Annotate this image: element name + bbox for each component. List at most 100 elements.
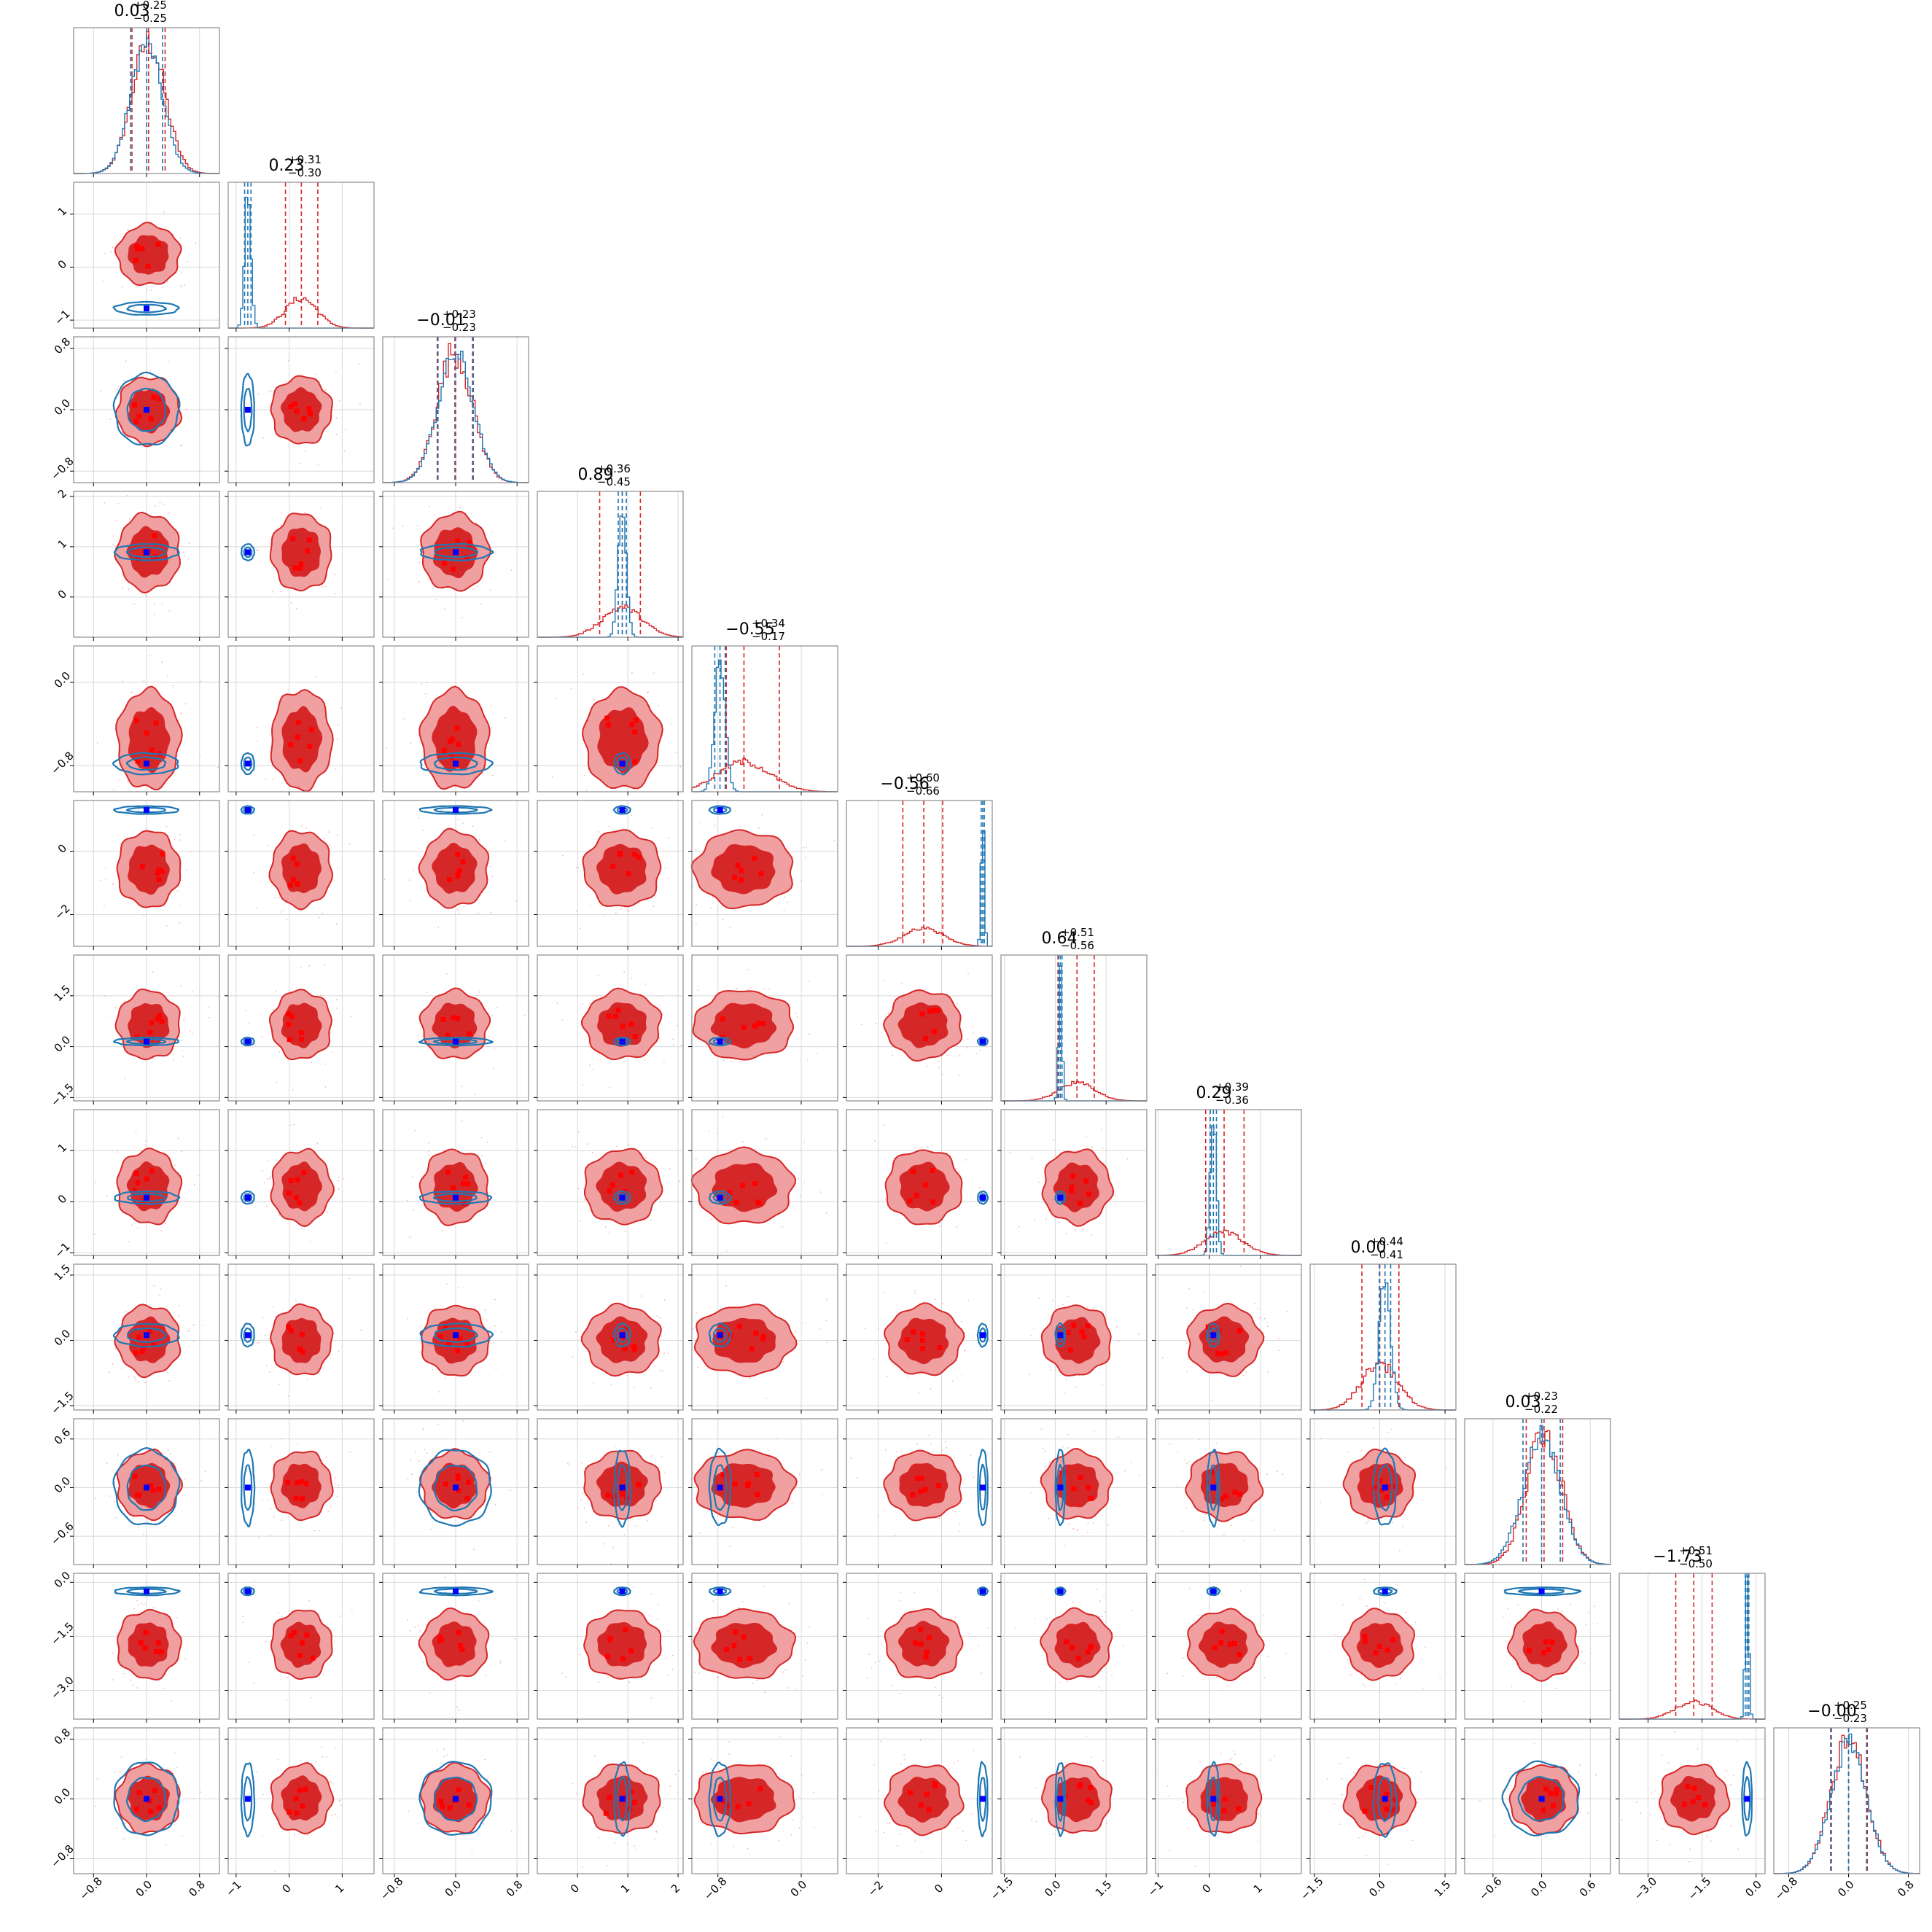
sample-point: [434, 514, 436, 515]
sample-point: [1320, 1438, 1322, 1439]
blue-contour-outer: [977, 1190, 989, 1205]
sample-point: [616, 1145, 618, 1148]
sample-point: [194, 242, 196, 244]
sample-point: [200, 1791, 202, 1793]
sample-point: [941, 1449, 943, 1452]
sample-point: [181, 286, 183, 287]
red-point: [455, 1348, 461, 1354]
sample-point: [109, 1371, 111, 1374]
red-point: [295, 734, 300, 740]
sample-point: [179, 839, 182, 841]
sample-point: [167, 1371, 168, 1374]
sample-point: [874, 1662, 876, 1664]
sample-point: [765, 1398, 767, 1399]
sample-point: [795, 1013, 797, 1014]
sample-point: [192, 991, 193, 993]
blue-contour-outer: [112, 752, 179, 776]
sample-point: [300, 967, 302, 969]
sample-point: [1223, 1534, 1225, 1535]
red-point: [160, 869, 165, 875]
sample-point: [1266, 1371, 1269, 1373]
sample-point: [661, 1455, 663, 1457]
sample-point: [168, 610, 171, 612]
sample-point: [796, 1016, 798, 1018]
sample-point: [161, 604, 163, 605]
sample-point: [510, 1489, 511, 1492]
sample-point: [410, 1473, 413, 1476]
sample-point: [440, 809, 442, 811]
sample-point: [308, 1600, 310, 1602]
sample-point: [876, 1022, 878, 1024]
sample-point: [407, 1199, 409, 1201]
sample-point: [263, 1201, 265, 1203]
sample-point: [1209, 1606, 1210, 1608]
panel-frame: [227, 1109, 375, 1256]
sample-point: [1077, 1529, 1078, 1531]
sample-point: [775, 1438, 777, 1440]
sample-point: [1404, 1457, 1406, 1459]
blue-contour-outer: [708, 805, 731, 815]
red-point: [136, 1790, 142, 1795]
red-point: [297, 1653, 303, 1659]
sample-point: [583, 1506, 585, 1508]
sample-point: [348, 843, 351, 845]
sample-point: [166, 925, 168, 927]
sample-point: [122, 1837, 125, 1839]
sample-point: [783, 910, 785, 911]
red-point: [451, 566, 456, 572]
sample-point: [490, 531, 492, 532]
sample-point: [115, 519, 117, 521]
sample-point: [663, 1299, 666, 1301]
sample-point: [338, 1177, 340, 1178]
truth-point: [980, 1484, 986, 1491]
param-title-lower-6: −0.56: [1061, 939, 1094, 952]
truth-point: [144, 807, 149, 813]
sample-point: [798, 1178, 799, 1180]
truth-point: [453, 1038, 459, 1045]
sample-point: [165, 1844, 167, 1846]
red-point: [299, 1331, 305, 1337]
sample-point: [109, 1495, 111, 1497]
red-point: [286, 1022, 292, 1028]
panel-6-2: [379, 954, 529, 1105]
sample-point: [299, 462, 301, 464]
red-point: [287, 882, 293, 888]
sample-point: [457, 819, 459, 820]
sample-point: [337, 867, 339, 868]
blue-contour-outer: [1054, 1191, 1067, 1205]
truth-point: [453, 1484, 459, 1491]
sample-point: [407, 1619, 408, 1621]
sample-point: [165, 1223, 167, 1224]
truth-point: [619, 1038, 626, 1045]
truth-point: [453, 760, 459, 767]
blue-contour-outer: [112, 371, 181, 446]
blue-contour-outer: [113, 805, 179, 815]
param-title-upper-2: +0.23: [443, 308, 476, 321]
sample-point: [1188, 1288, 1190, 1290]
red-point: [460, 859, 466, 865]
sample-point: [488, 850, 490, 852]
sample-point: [339, 1799, 341, 1801]
sample-point: [287, 1677, 289, 1678]
sample-point: [270, 1508, 272, 1510]
sample-point: [165, 226, 168, 228]
sample-point: [1570, 1604, 1572, 1605]
truth-point: [453, 1194, 459, 1201]
sample-point: [244, 1010, 246, 1011]
truth-point: [144, 1038, 149, 1045]
sample-point: [256, 549, 258, 551]
sample-point: [1091, 1234, 1092, 1236]
panel-frame: [537, 491, 684, 638]
sample-point: [179, 834, 182, 835]
sample-point: [1347, 1451, 1349, 1453]
red-point: [605, 1492, 611, 1498]
red-point: [620, 1024, 626, 1029]
sample-point: [1126, 1158, 1129, 1160]
sample-point: [145, 1140, 147, 1142]
sample-point: [1015, 1627, 1017, 1629]
red-histogram: [1155, 1229, 1301, 1256]
red-point: [918, 1641, 924, 1647]
sample-point: [137, 1604, 139, 1605]
sample-point: [958, 1530, 960, 1532]
sample-point: [588, 1042, 590, 1044]
